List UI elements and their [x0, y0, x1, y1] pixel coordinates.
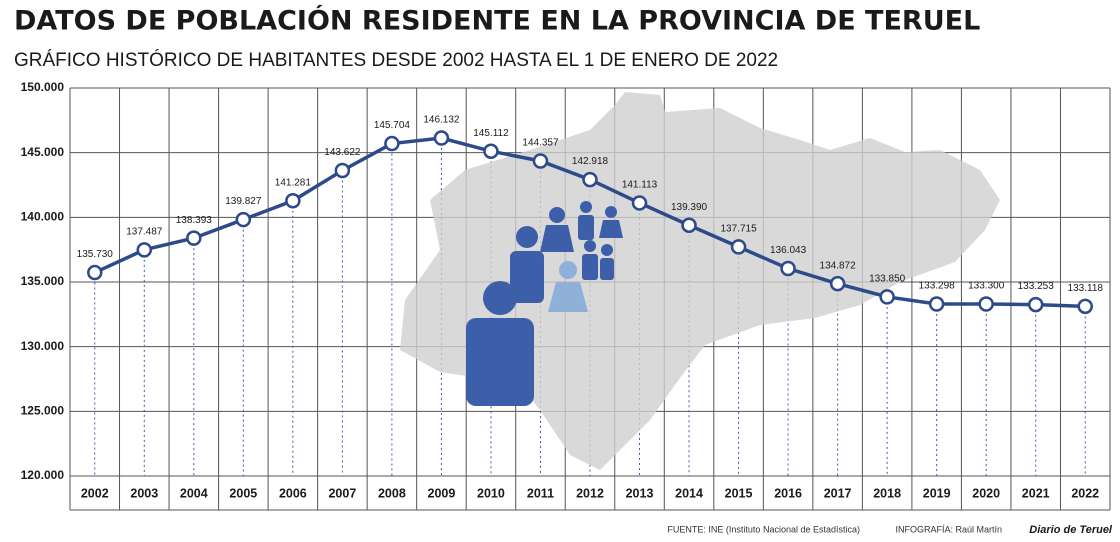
- value-label: 142.918: [572, 156, 609, 167]
- point: [1077, 298, 1093, 315]
- y-tick-label: 135.000: [21, 274, 65, 288]
- chart-subtitle: GRÁFICO HISTÓRICO DE HABITANTES DESDE 20…: [14, 49, 778, 71]
- x-tick-label: 2007: [328, 486, 356, 500]
- x-tick-label: 2009: [428, 486, 456, 500]
- credit: INFOGRAFÍA: Raúl Martín: [895, 524, 1002, 534]
- point: [334, 162, 351, 179]
- x-tick-label: 2020: [972, 486, 1000, 500]
- point: [978, 296, 994, 312]
- value-label: 141.113: [622, 180, 658, 191]
- point: [829, 275, 846, 292]
- point: [186, 230, 202, 246]
- x-tick-label: 2015: [725, 486, 753, 500]
- people-icons: [466, 201, 623, 406]
- point: [285, 193, 301, 209]
- value-label: 137.487: [126, 226, 163, 237]
- point: [433, 130, 450, 146]
- value-label: 144.357: [522, 138, 559, 149]
- value-label: 146.132: [423, 115, 460, 126]
- point: [384, 135, 400, 152]
- value-label: 137.715: [720, 224, 757, 235]
- x-tick-label: 2002: [81, 486, 109, 500]
- value-label: 134.872: [820, 260, 857, 271]
- x-tick-label: 2016: [774, 486, 802, 500]
- point: [631, 195, 648, 211]
- y-tick-label: 120.000: [21, 468, 65, 482]
- y-tick-label: 125.000: [21, 404, 65, 418]
- value-label: 139.390: [671, 202, 708, 213]
- value-label: 133.850: [869, 274, 906, 285]
- value-label: 133.298: [919, 281, 956, 292]
- x-tick-label: 2013: [626, 486, 654, 500]
- x-tick-label: 2008: [378, 486, 406, 500]
- value-label: 136.043: [770, 245, 807, 256]
- map-silhouette: [400, 92, 1000, 470]
- x-tick-label: 2017: [824, 486, 852, 500]
- x-tick-label: 2010: [477, 486, 505, 500]
- x-tick-label: 2004: [180, 486, 208, 500]
- x-tick-label: 2018: [873, 486, 901, 500]
- point: [582, 171, 598, 188]
- value-label: 143.622: [324, 147, 361, 158]
- value-label: 145.112: [473, 128, 509, 139]
- brand: Diario de Teruel: [1029, 524, 1113, 536]
- value-label: 133.253: [1018, 281, 1055, 292]
- source: FUENTE: INE (Instituto Nacional de Estad…: [667, 524, 860, 534]
- x-tick-label: 2014: [675, 486, 703, 500]
- point: [1027, 296, 1044, 313]
- y-tick-label: 140.000: [21, 210, 65, 224]
- value-label: 141.281: [275, 177, 312, 188]
- y-tick-label: 130.000: [21, 339, 65, 353]
- point: [879, 289, 895, 305]
- x-tick-label: 2019: [923, 486, 951, 500]
- value-label: 138.393: [176, 215, 213, 226]
- point: [532, 153, 549, 169]
- value-label: 145.704: [374, 120, 411, 131]
- x-tick-label: 2003: [130, 486, 158, 500]
- x-tick-label: 2022: [1071, 486, 1099, 500]
- point: [780, 260, 796, 277]
- value-label: 133.118: [1068, 283, 1104, 294]
- value-label: 139.827: [225, 196, 262, 207]
- value-label: 133.300: [968, 281, 1005, 292]
- value-label: 135.730: [77, 249, 114, 260]
- point: [681, 217, 697, 233]
- y-tick-label: 145.000: [21, 145, 65, 159]
- x-tick-label: 2011: [527, 486, 554, 500]
- chart-title: DATOS DE POBLACIÓN RESIDENTE EN LA PROVI…: [14, 5, 980, 37]
- point: [136, 242, 153, 258]
- point: [928, 296, 945, 312]
- point: [730, 239, 747, 255]
- x-tick-label: 2006: [279, 486, 307, 500]
- point: [483, 143, 499, 159]
- x-tick-label: 2012: [576, 486, 604, 500]
- point: [235, 211, 252, 228]
- y-tick-label: 150.000: [21, 80, 65, 94]
- x-tick-label: 2021: [1022, 486, 1050, 500]
- point: [87, 264, 103, 281]
- x-tick-label: 2005: [229, 486, 257, 500]
